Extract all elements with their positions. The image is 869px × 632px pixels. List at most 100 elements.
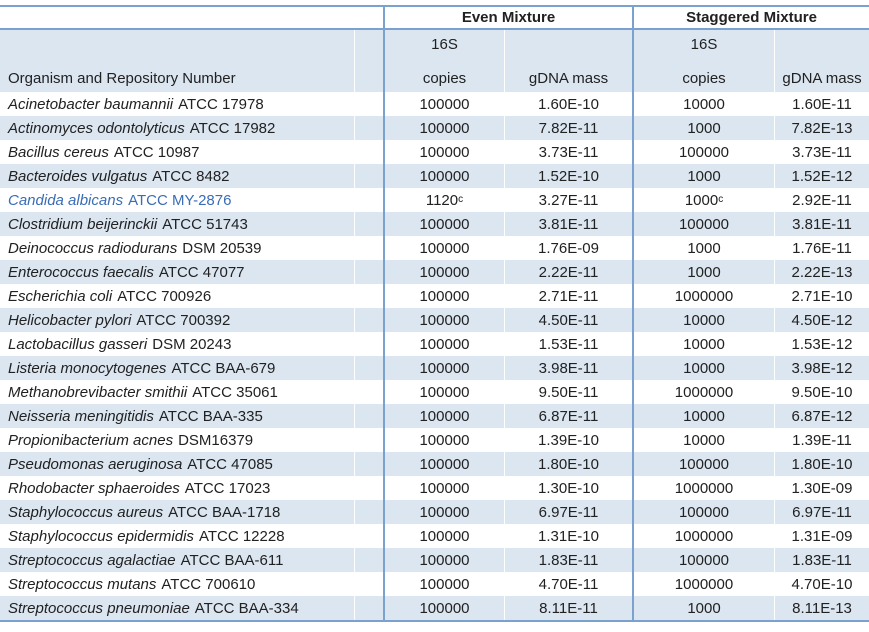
organism-cell: Listeria monocytogenes ATCC BAA-679: [0, 356, 355, 380]
organism-cell: Clostridium beijerinckii ATCC 51743: [0, 212, 355, 236]
staggered-gdna-mass-cell: 6.87E-12: [791, 407, 853, 425]
repository-number: ATCC 47077: [158, 263, 245, 281]
spacer-cell: [355, 596, 383, 620]
organism-name: Helicobacter pylori: [8, 311, 132, 329]
even-16s-copies-value: 100000: [419, 311, 470, 329]
organism-cell: Helicobacter pylori ATCC 700392: [0, 308, 355, 332]
even-gdna-mass-cell: 7.82E-11: [538, 119, 599, 137]
even-16s-copies-value: 100000: [419, 95, 470, 113]
table-row: Methanobrevibacter smithii ATCC 35061 10…: [0, 380, 869, 404]
organism-name: Listeria monocytogenes: [8, 359, 167, 377]
repository-number: ATCC 12228: [198, 527, 285, 545]
organism-column-header: Organism and Repository Number: [0, 30, 355, 92]
repository-number: ATCC BAA-335: [158, 407, 263, 425]
spacer-cell: [355, 380, 383, 404]
staggered-16s-copies-cell: 100000: [632, 548, 775, 572]
organism-name: Bacteroides vulgatus: [8, 167, 148, 185]
even-16s-copies-cell: 100000: [383, 284, 505, 308]
even-16s-copies-cell: 100000: [383, 380, 505, 404]
staggered-gdna-mass-cell: 2.92E-11: [792, 191, 852, 209]
even-gdna-mass-cell: 2.22E-11: [538, 263, 599, 281]
subheader-row: Organism and Repository Number 16S copie…: [0, 30, 869, 92]
even-16s-copies-value: 100000: [419, 167, 470, 185]
even-16s-copies-cell: 100000: [383, 236, 505, 260]
organism-name: Bacillus cereus: [8, 143, 109, 161]
organism-cell: Actinomyces odontolyticus ATCC 17982: [0, 116, 355, 140]
organism-name: Clostridium beijerinckii: [8, 215, 158, 233]
even-16s-copies-cell: 100000: [383, 404, 505, 428]
table-row: Helicobacter pylori ATCC 700392 100000 4…: [0, 308, 869, 332]
organism-cell: Streptococcus pneumoniae ATCC BAA-334: [0, 596, 355, 620]
staggered-gdna-mass-cell: 4.70E-10: [791, 575, 853, 593]
even-16s-copies-cell: 100000: [383, 116, 505, 140]
spacer-cell: [355, 284, 383, 308]
organism-cell: Escherichia coli ATCC 700926: [0, 284, 355, 308]
staggered-16s-copies-value: 100000: [678, 551, 730, 569]
staggered-16s-copies-cell: 1000000: [632, 572, 775, 596]
staggered-copies-label: copies: [682, 70, 726, 87]
even-16s-copies-value: 100000: [419, 479, 470, 497]
staggered-16s-copies-cell: 100000: [632, 500, 775, 524]
repository-number: DSM 20539: [182, 239, 262, 257]
staggered-16s-copies-value: 10000: [683, 359, 725, 377]
even-16s-copies-cell: 100000: [383, 260, 505, 284]
repository-number: ATCC 700392: [136, 311, 231, 329]
even-gdna-mass-cell: 3.73E-11: [538, 143, 599, 161]
organism-cell: Bacteroides vulgatus ATCC 8482: [0, 164, 355, 188]
organism-name: Streptococcus pneumoniae: [8, 599, 190, 617]
even-16s-copies-header: 16S copies: [383, 30, 505, 92]
table-row: Pseudomonas aeruginosa ATCC 47085 100000…: [0, 452, 869, 476]
staggered-gdna-mass-cell: 3.81E-11: [792, 215, 852, 233]
organism-cell: Neisseria meningitidis ATCC BAA-335: [0, 404, 355, 428]
staggered-16s-copies-value: 1000: [687, 167, 721, 185]
table-row: Enterococcus faecalis ATCC 47077 100000 …: [0, 260, 869, 284]
even-16s-copies-value: 100000: [419, 431, 470, 449]
staggered-16s-copies-value: 10000: [683, 407, 725, 425]
table-row: Streptococcus agalactiae ATCC BAA-611 10…: [0, 548, 869, 572]
organism-name: Pseudomonas aeruginosa: [8, 455, 183, 473]
table-row: Candida albicans ATCC MY-2876 1120 c 3.27…: [0, 188, 869, 212]
even-16s-copies-value: 1120: [425, 191, 459, 209]
spacer-cell: [355, 140, 383, 164]
staggered-gdna-mass-cell: 2.71E-10: [791, 287, 853, 305]
group-header-spacer: [0, 7, 383, 28]
staggered-gdna-mass-header: gDNA mass: [782, 70, 862, 87]
staggered-16s-copies-cell: 1000 c: [632, 188, 775, 212]
staggered-16s-copies-value: 1000000: [674, 575, 734, 593]
even-gdna-mass-cell: 6.97E-11: [538, 503, 599, 521]
even-16s-copies-cell: 100000: [383, 524, 505, 548]
repository-number: ATCC BAA-334: [194, 599, 299, 617]
staggered-16s-copies-cell: 1000: [632, 236, 775, 260]
even-gdna-mass-cell: 3.27E-11: [538, 191, 599, 209]
organism-cell: Bacillus cereus ATCC 10987: [0, 140, 355, 164]
spacer-cell: [355, 500, 383, 524]
staggered-mixture-header: Staggered Mixture: [632, 7, 869, 28]
staggered-16s-copies-value: 10000: [683, 311, 725, 329]
spacer-cell: [355, 260, 383, 284]
even-16s-copies-cell: 100000: [383, 596, 505, 620]
repository-number: ATCC 10987: [113, 143, 200, 161]
even-16s-label: 16S: [431, 36, 458, 53]
organism-cell: Lactobacillus gasseri DSM 20243: [0, 332, 355, 356]
organism-name: Candida albicans: [8, 191, 124, 209]
staggered-16s-copies-cell: 10000: [632, 428, 775, 452]
organism-name: Methanobrevibacter smithii: [8, 383, 188, 401]
even-16s-copies-cell: 100000: [383, 212, 505, 236]
table-body: Acinetobacter baumannii ATCC 17978 10000…: [0, 92, 869, 620]
table-row: Neisseria meningitidis ATCC BAA-335 1000…: [0, 404, 869, 428]
staggered-16s-label: 16S: [690, 36, 718, 53]
even-gdna-mass-cell: 9.50E-11: [538, 383, 599, 401]
even-16s-copies-cell: 100000: [383, 164, 505, 188]
repository-number: ATCC 700926: [117, 287, 212, 305]
organism-cell: Enterococcus faecalis ATCC 47077: [0, 260, 355, 284]
spacer-cell: [355, 92, 383, 116]
even-gdna-mass-cell: 1.83E-11: [538, 551, 599, 569]
staggered-gdna-mass-cell: 9.50E-10: [791, 383, 853, 401]
spacer-cell: [355, 356, 383, 380]
repository-number: ATCC 35061: [192, 383, 278, 401]
even-16s-copies-cell: 100000: [383, 476, 505, 500]
staggered-16s-copies-cell: 10000: [632, 92, 775, 116]
organism-cell: Streptococcus agalactiae ATCC BAA-611: [0, 548, 355, 572]
staggered-gdna-mass-cell: 1.30E-09: [791, 479, 853, 497]
organism-name: Streptococcus agalactiae: [8, 551, 176, 569]
